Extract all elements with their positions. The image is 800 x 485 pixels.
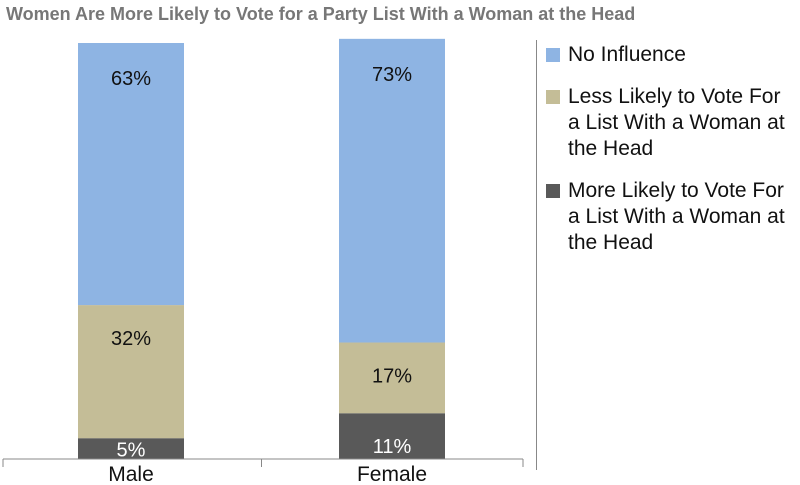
legend-item: Less Likely to Vote For a List With a Wo… <box>546 84 796 162</box>
bar-female-series-1 <box>339 342 445 414</box>
x-tick-label-male: Male <box>108 463 154 485</box>
legend-swatch <box>546 90 560 104</box>
chart-legend: No Influence Less Likely to Vote For a Li… <box>546 42 796 272</box>
bar-female-series-0 <box>339 413 445 459</box>
data-label-male-series-2: 63% <box>111 68 151 90</box>
bar-male-series-0 <box>78 438 184 459</box>
legend-label: No Influence <box>568 43 686 66</box>
legend-label: More Likely to Vote For a List With a Wo… <box>568 179 785 254</box>
stacked-bar-chart: 5% 32% 63% 11% 17% 73% Male Female <box>2 38 524 485</box>
legend-divider <box>536 40 537 470</box>
x-tick-label-female: Female <box>357 463 427 485</box>
data-label-female-series-0: 11% <box>373 436 412 458</box>
legend-item: No Influence <box>546 42 796 68</box>
chart-title: Women Are More Likely to Vote for a Part… <box>6 4 636 24</box>
bar-male-series-2 <box>78 43 184 306</box>
bar-male-series-1 <box>78 305 184 439</box>
data-label-male-series-0: 5% <box>117 440 146 462</box>
data-label-female-series-1: 17% <box>372 366 412 388</box>
legend-swatch <box>546 48 560 62</box>
data-label-male-series-1: 32% <box>111 328 151 350</box>
legend-label: Less Likely to Vote For a List With a Wo… <box>568 85 785 160</box>
bar-female-series-2 <box>339 38 445 343</box>
data-label-female-series-2: 73% <box>372 64 412 86</box>
legend-item: More Likely to Vote For a List With a Wo… <box>546 178 796 256</box>
legend-swatch <box>546 184 560 198</box>
